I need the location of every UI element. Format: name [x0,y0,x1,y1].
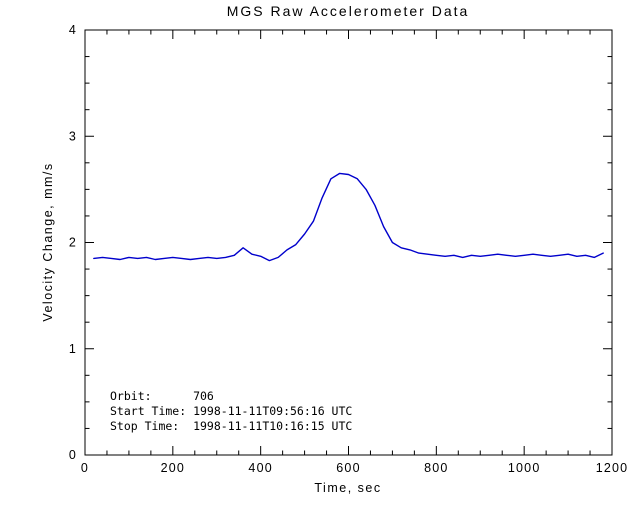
annotation-stop-time: Stop Time: 1998-11-11T10:16:15 UTC [110,419,352,433]
y-tick-label: 4 [69,23,77,37]
x-axis-label: Time, sec [314,481,381,495]
x-tick-label: 400 [248,461,272,475]
x-tick-label: 1000 [508,461,541,475]
annotation-orbit: Orbit: 706 [110,389,214,403]
chart-title: MGS Raw Accelerometer Data [227,3,470,19]
y-tick-label: 3 [69,129,77,143]
y-axis-label: Velocity Change, mm/s [41,162,55,321]
x-tick-label: 800 [424,461,448,475]
y-tick-label: 2 [69,236,77,250]
x-tick-label: 1200 [596,461,629,475]
y-tick-label: 0 [69,448,77,462]
x-tick-label: 600 [336,461,360,475]
data-line [93,172,604,262]
x-tick-label: 0 [81,461,89,475]
tick-labels: 0 200 400 600 800 1000 1200 0 1 2 3 4 [69,23,629,475]
annotation-start-time: Start Time: 1998-11-11T09:56:16 UTC [110,404,352,418]
axis-ticks [84,29,613,456]
x-tick-label: 200 [161,461,185,475]
y-tick-label: 1 [69,342,77,356]
annotation-block: Orbit: 706 Start Time: 1998-11-11T09:56:… [110,389,352,433]
